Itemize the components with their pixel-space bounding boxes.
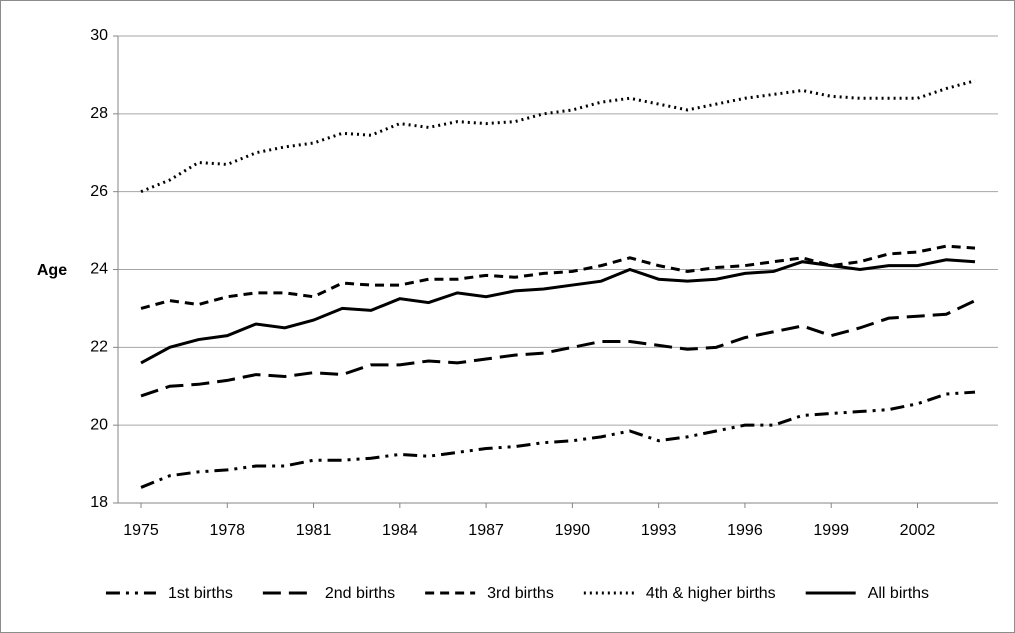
x-tick-label: 1990: [555, 522, 591, 539]
x-tick-label: 1987: [468, 522, 504, 539]
legend-label: 1st births: [168, 585, 233, 602]
legend-label: 2nd births: [325, 585, 395, 602]
series-line: [140, 79, 976, 194]
series-line: [140, 390, 976, 489]
x-tick-label: 1984: [382, 522, 418, 539]
series-line: [140, 299, 976, 398]
series-line: [140, 258, 976, 365]
legend-label: 3rd births: [487, 585, 554, 602]
x-tick-label: 1999: [813, 522, 849, 539]
y-tick-label: 26: [90, 183, 108, 200]
y-tick-label: 18: [90, 494, 108, 511]
y-tick-label: 22: [90, 339, 108, 356]
legend-label: 4th & higher births: [646, 585, 776, 602]
y-tick-label: 20: [90, 416, 108, 433]
legend-label: All births: [868, 585, 929, 602]
x-tick-label: 1978: [209, 522, 245, 539]
y-tick-label: 30: [90, 27, 108, 44]
y-axis-label: Age: [37, 262, 67, 279]
y-tick-label: 28: [90, 105, 108, 122]
x-tick-label: 1993: [641, 522, 677, 539]
x-tick-label: 2002: [900, 522, 936, 539]
x-tick-label: 1975: [123, 522, 159, 539]
y-tick-label: 24: [90, 261, 108, 278]
x-tick-label: 1996: [727, 522, 763, 539]
x-tick-label: 1981: [296, 522, 332, 539]
